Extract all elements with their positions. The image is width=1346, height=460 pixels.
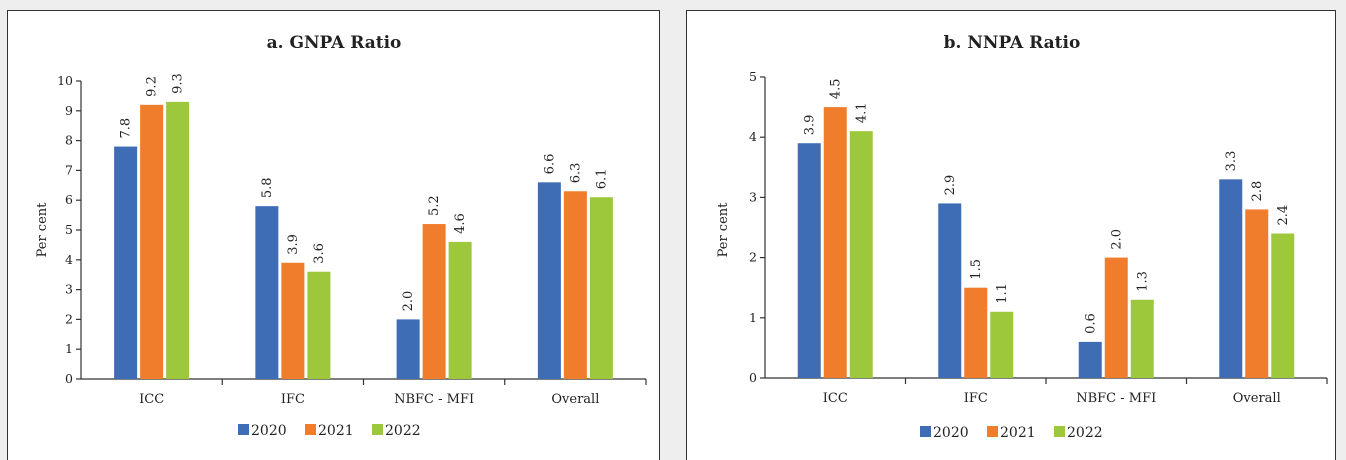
bar: [448, 241, 472, 379]
bar-value-label: 9.3: [171, 73, 186, 94]
bar: [797, 143, 821, 378]
legend-label: 2021: [1000, 425, 1036, 441]
bar: [1078, 341, 1102, 378]
legend-swatch: [920, 426, 931, 437]
x-category-label: IFC: [964, 391, 988, 406]
x-category-label: ICC: [823, 391, 848, 406]
x-category-label: IFC: [281, 392, 305, 407]
legend-label: 2020: [251, 423, 287, 439]
legend-label: 2020: [933, 425, 969, 441]
bar: [938, 203, 962, 378]
bar: [255, 206, 279, 379]
x-category-label: Overall: [551, 392, 599, 407]
bar: [140, 104, 164, 379]
chart-panel-gnpa: a. GNPA Ratio Per cent 0 1 2 3 4 5 6 7 8 9 10 ICC 7.8 9…: [7, 10, 660, 460]
bar: [849, 131, 873, 378]
y-axis-title: Per cent: [35, 202, 50, 258]
x-category-label: ICC: [139, 392, 164, 407]
bar: [307, 271, 331, 379]
legend-swatch: [987, 426, 998, 437]
y-tick-label: 5: [749, 69, 757, 84]
bar: [990, 311, 1014, 378]
y-tick-label: 9: [65, 103, 73, 118]
bar: [823, 107, 847, 378]
x-category-label: NBFC - MFI: [394, 392, 474, 407]
bar: [537, 182, 561, 379]
bar: [1219, 179, 1243, 378]
y-tick-label: 6: [65, 192, 73, 207]
legend-label: 2021: [318, 423, 354, 439]
bar-value-label: 0.6: [1083, 313, 1098, 334]
y-tick-label: 2: [65, 311, 73, 326]
y-tick-label: 4: [65, 252, 73, 267]
bar-value-label: 6.6: [542, 154, 557, 175]
y-tick-label: 3: [749, 189, 757, 204]
bar: [563, 191, 587, 379]
y-tick-label: 10: [57, 73, 73, 88]
bar-value-label: 1.3: [1135, 271, 1150, 292]
bar-value-label: 5.2: [427, 195, 442, 216]
y-tick-label: 1: [65, 341, 73, 356]
legend-label: 2022: [385, 423, 421, 439]
y-tick-label: 4: [749, 129, 757, 144]
y-tick-label: 0: [749, 370, 757, 385]
bar-value-label: 4.5: [828, 78, 843, 99]
chart-title: b. NNPA Ratio: [944, 33, 1081, 53]
bar: [1130, 299, 1154, 378]
legend-label: 2022: [1067, 425, 1103, 441]
bar-value-label: 4.1: [854, 102, 869, 123]
bar-value-label: 2.0: [401, 291, 416, 312]
bar-value-label: 1.1: [995, 283, 1010, 304]
bar-value-label: 3.9: [286, 234, 301, 255]
bar-value-label: 6.3: [568, 163, 583, 184]
gnpa-chart: a. GNPA Ratio Per cent 0 1 2 3 4 5 6 7 8 9 10 ICC 7.8 9…: [35, 33, 647, 439]
y-tick-label: 1: [749, 310, 757, 325]
bar-value-label: 2.8: [1250, 181, 1265, 202]
bar-value-label: 3.6: [312, 243, 327, 264]
legend-swatch: [1054, 426, 1065, 437]
legend-swatch: [238, 424, 249, 435]
bar-value-label: 1.5: [969, 259, 984, 280]
chart-panel-nnpa: b. NNPA Ratio Per cent 0 1 2 3 4 5 ICC 3.9 4.5 4.1 I…: [686, 10, 1336, 460]
bar: [589, 197, 613, 379]
bar: [281, 262, 305, 379]
chart-title: a. GNPA Ratio: [267, 33, 402, 53]
x-category-label: Overall: [1233, 391, 1281, 406]
bar-value-label: 4.6: [453, 213, 468, 234]
bar: [1104, 257, 1128, 378]
y-tick-label: 3: [65, 282, 73, 297]
y-tick-label: 0: [65, 371, 73, 386]
nnpa-chart: b. NNPA Ratio Per cent 0 1 2 3 4 5 ICC 3.9 4.5 4.1 I…: [716, 33, 1328, 441]
bar: [964, 287, 988, 378]
bar: [1245, 209, 1269, 378]
bar: [114, 146, 138, 379]
bar: [1271, 233, 1295, 378]
bar-value-label: 5.8: [260, 177, 275, 198]
legend-swatch: [305, 424, 316, 435]
y-tick-label: 8: [65, 133, 73, 148]
bar-value-label: 3.3: [1224, 151, 1239, 172]
bar-value-label: 2.4: [1276, 205, 1291, 226]
y-tick-label: 5: [65, 222, 73, 237]
legend-swatch: [372, 424, 383, 435]
x-category-label: NBFC - MFI: [1076, 391, 1156, 406]
bar-value-label: 7.8: [119, 118, 134, 139]
bar: [422, 224, 446, 379]
y-tick-label: 2: [749, 250, 757, 265]
bar-value-label: 2.0: [1109, 229, 1124, 250]
y-tick-label: 7: [65, 162, 73, 177]
bar: [166, 101, 190, 380]
bar-value-label: 9.2: [145, 76, 160, 97]
bar-value-label: 6.1: [594, 169, 609, 190]
bar: [396, 319, 420, 379]
bar-value-label: 3.9: [802, 115, 817, 136]
y-axis-title: Per cent: [716, 202, 731, 258]
bar-value-label: 2.9: [943, 175, 958, 196]
